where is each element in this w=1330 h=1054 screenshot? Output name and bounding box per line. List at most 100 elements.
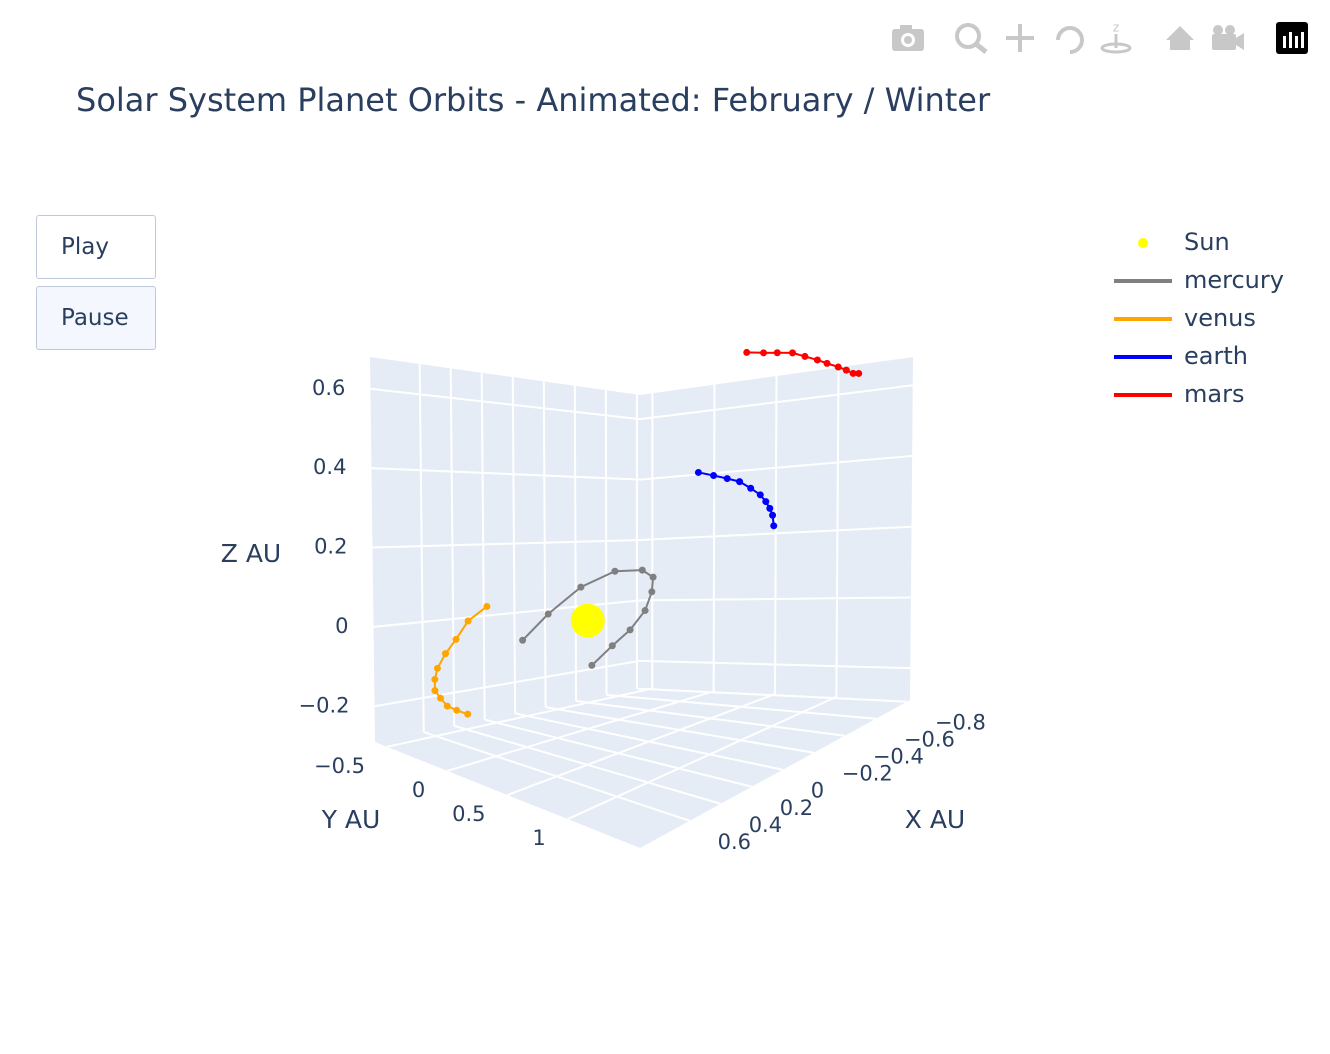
- orbit-point: [710, 472, 718, 480]
- orbit-point: [823, 359, 831, 367]
- orbit-point: [453, 706, 461, 714]
- orbit-point: [483, 602, 491, 610]
- legend-label: earth: [1184, 342, 1248, 370]
- x-tick-label: −0.8: [935, 711, 986, 735]
- grid-line: [446, 690, 714, 772]
- orbit-point: [855, 369, 863, 377]
- grid-line: [639, 455, 913, 481]
- orbit-point: [649, 573, 657, 581]
- orbit-point: [641, 607, 649, 615]
- sun-marker: [570, 603, 605, 638]
- orbit-point: [766, 504, 774, 512]
- grid-line: [507, 693, 776, 796]
- orbit-point: [762, 498, 770, 506]
- y-tick-label: 0: [412, 778, 425, 802]
- z-axis-title: Z AU: [221, 539, 281, 568]
- play-button[interactable]: Play: [36, 215, 156, 279]
- orbit-point: [747, 484, 755, 492]
- orbit-point: [431, 687, 439, 695]
- orbit-point: [769, 511, 777, 519]
- orbit-point: [813, 356, 821, 364]
- z-tick-label: 0.4: [313, 455, 346, 479]
- orbit-point: [464, 617, 472, 625]
- plotly-logo[interactable]: [1276, 22, 1308, 54]
- orbit-point: [723, 475, 731, 483]
- pause-button[interactable]: Pause: [36, 286, 156, 350]
- grid-line: [449, 368, 456, 726]
- toolbar: z: [892, 21, 1308, 54]
- grid-line: [604, 390, 608, 695]
- x-tick-label: 0.4: [749, 813, 782, 837]
- orbit-point: [608, 642, 616, 650]
- orbit-point: [849, 369, 857, 377]
- pan-icon[interactable]: [1006, 24, 1034, 52]
- home-icon[interactable]: [1166, 26, 1194, 50]
- orbit-point: [452, 635, 460, 643]
- grid-line: [573, 385, 578, 702]
- orbit-point: [431, 675, 439, 683]
- grid-line: [712, 384, 716, 692]
- z-tick-label: 0.6: [312, 376, 345, 400]
- grid-line: [374, 659, 641, 708]
- legend-label: venus: [1184, 304, 1256, 332]
- orbit-point: [544, 610, 552, 618]
- grid-line: [542, 381, 547, 708]
- y-tick-label: 0.5: [452, 802, 485, 826]
- y-tick-label: −0.5: [314, 754, 365, 778]
- y-tick-label: 1: [532, 826, 545, 850]
- video-icon[interactable]: [1212, 25, 1244, 50]
- grid-line: [370, 387, 641, 421]
- orbit-point: [588, 661, 596, 669]
- orbit-point: [842, 366, 850, 374]
- orbit-point: [611, 567, 619, 575]
- floor-plane: [375, 688, 910, 848]
- x-tick-label: −0.6: [904, 728, 955, 752]
- camera-icon[interactable]: [892, 25, 924, 51]
- legend-label: mercury: [1184, 266, 1284, 294]
- orbit-point: [577, 583, 585, 591]
- orbit-point: [789, 349, 797, 357]
- z-tick-label: 0.2: [314, 535, 347, 559]
- y-wall-plane: [370, 357, 640, 742]
- turntable-icon[interactable]: z: [1100, 21, 1132, 54]
- x-axis-title: X AU: [905, 805, 965, 834]
- grid-line: [373, 599, 641, 628]
- orbit-point: [443, 702, 451, 710]
- x-tick-label: −0.4: [873, 745, 924, 769]
- z-tick-label: 0: [335, 614, 348, 638]
- grid-line: [511, 377, 517, 714]
- orbit-point: [436, 694, 444, 702]
- orbit-point: [694, 468, 702, 476]
- y-axis-title: Y AU: [321, 805, 381, 834]
- orbit-point: [638, 566, 646, 574]
- orbit-point: [736, 478, 744, 486]
- grid-line: [835, 367, 840, 697]
- orbit-point: [626, 626, 634, 634]
- orbit-point: [743, 348, 751, 356]
- orbit-point: [801, 352, 809, 360]
- legend-label: mars: [1184, 380, 1244, 408]
- orbit-point: [756, 491, 764, 499]
- grid-line: [639, 659, 911, 670]
- orbit-line: [698, 471, 775, 526]
- z-tick-label: −0.2: [299, 693, 350, 717]
- legend-swatch: [1138, 238, 1148, 248]
- grid-line: [567, 695, 837, 821]
- orbit-point: [834, 363, 842, 371]
- x-tick-label: 0: [811, 779, 824, 803]
- orbit-point: [433, 664, 441, 672]
- grid-line: [371, 467, 641, 481]
- orbit-point: [519, 636, 527, 644]
- x-tick-label: 0.6: [718, 830, 751, 854]
- chart-title: Solar System Planet Orbits - Animated: F…: [76, 81, 991, 119]
- x-tick-label: −0.2: [842, 762, 893, 786]
- grid-line: [774, 375, 778, 695]
- orbit-icon[interactable]: [1056, 26, 1084, 54]
- zoom-icon[interactable]: [955, 23, 988, 54]
- legend-label: Sun: [1184, 228, 1230, 256]
- scene: −0.8−0.6−0.4−0.200.20.40.6−0.500.51−0.20…: [221, 348, 986, 854]
- svg-text:z: z: [1113, 21, 1119, 35]
- grid-line: [639, 596, 911, 602]
